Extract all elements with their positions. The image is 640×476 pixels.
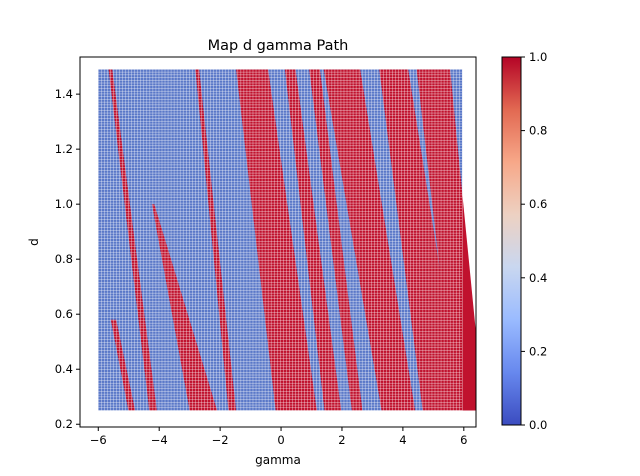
y-tick-label: 0.2 bbox=[55, 417, 73, 431]
x-tick-label: −4 bbox=[151, 433, 168, 447]
heatmap-band-6 bbox=[284, 69, 342, 411]
chart-title: Map d gamma Path bbox=[208, 38, 349, 54]
x-tick-label: 6 bbox=[460, 433, 467, 447]
plot-frame bbox=[79, 56, 477, 428]
y-axis-ticks: 0.2 0.4 0.6 0.8 1.0 1.2 1.4 bbox=[55, 87, 80, 431]
heatmap-band-9 bbox=[379, 69, 463, 411]
colorbar-tick-label: 0.4 bbox=[529, 271, 547, 285]
y-axis-label: d bbox=[27, 238, 41, 246]
y-tick-label: 1.0 bbox=[55, 197, 73, 211]
y-tick-label: 1.2 bbox=[55, 142, 73, 156]
y-tick-label: 0.6 bbox=[55, 307, 73, 321]
x-tick-label: −6 bbox=[90, 433, 107, 447]
colorbar-gradient bbox=[501, 56, 522, 426]
colorbar-tick-label: 0.0 bbox=[529, 418, 547, 432]
colorbar-tick-label: 0.2 bbox=[529, 344, 547, 358]
heatmap-band-8 bbox=[323, 69, 416, 411]
colorbar: 0.0 0.2 0.4 0.6 0.8 1.0 bbox=[501, 50, 547, 432]
heatmap-gridlines bbox=[98, 69, 463, 411]
y-tick-label: 1.4 bbox=[55, 87, 73, 101]
x-axis-ticks: −6 −4 −2 0 2 4 6 bbox=[90, 427, 467, 447]
x-tick-label: 0 bbox=[277, 433, 284, 447]
colorbar-tick-label: 0.8 bbox=[529, 124, 547, 138]
x-axis-label: gamma bbox=[255, 453, 301, 467]
heatmap-band-4 bbox=[195, 69, 237, 411]
y-tick-label: 0.8 bbox=[55, 252, 73, 266]
colorbar-ticks: 0.0 0.2 0.4 0.6 0.8 1.0 bbox=[521, 50, 547, 432]
heatmap-band-10 bbox=[416, 69, 476, 411]
x-tick-label: 4 bbox=[399, 433, 406, 447]
plot-area bbox=[80, 57, 476, 427]
y-tick-label: 0.4 bbox=[55, 362, 73, 376]
heatmap-cell-borders bbox=[98, 69, 463, 411]
colorbar-tick-label: 1.0 bbox=[529, 50, 547, 64]
heatmap-band-5 bbox=[236, 69, 317, 411]
colorbar-tick-label: 0.6 bbox=[529, 197, 547, 211]
heatmap-band-2 bbox=[108, 69, 157, 411]
x-tick-label: 2 bbox=[338, 433, 345, 447]
x-tick-label: −2 bbox=[212, 433, 229, 447]
